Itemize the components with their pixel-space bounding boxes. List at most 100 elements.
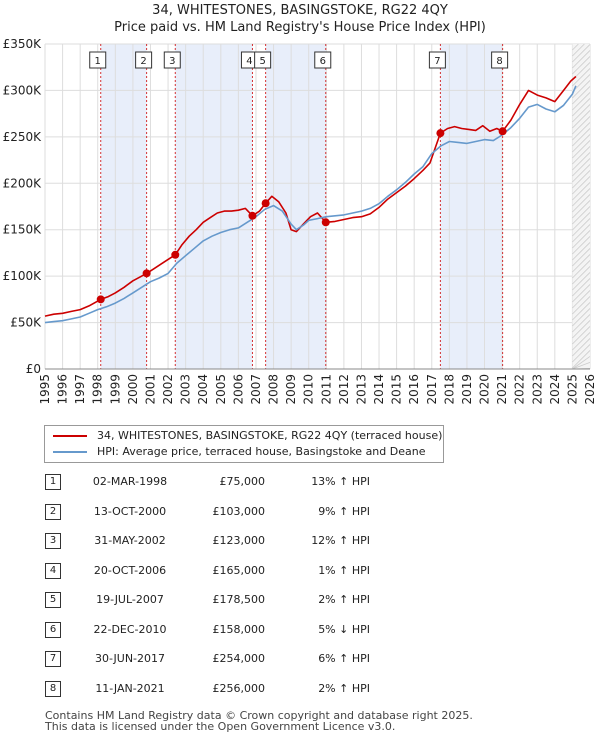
x-tick-label: 2020 — [478, 374, 492, 405]
hatch-line — [572, 218, 591, 237]
hatch-line — [572, 98, 591, 117]
table-row: 4 20-OCT-2006 £165,000 1% ↑ HPI — [0, 561, 600, 581]
x-tick-label: 2021 — [495, 374, 509, 405]
sale-date: 19-JUL-2007 — [96, 593, 164, 606]
sale-price: £103,000 — [212, 504, 266, 518]
footer-line1: Contains HM Land Registry data © Crown c… — [45, 709, 473, 722]
hatch-line — [572, 182, 591, 201]
sale-label-box-3 — [163, 51, 181, 69]
sale-label-1: 1 — [95, 56, 101, 67]
x-tick-label: 2014 — [372, 374, 386, 405]
x-tick-label: 1998 — [91, 374, 105, 405]
shaded-span-4 — [440, 44, 503, 369]
hatch-line — [572, 110, 591, 129]
x-tick-label: 2019 — [460, 374, 474, 405]
x-tick-label: 2006 — [231, 374, 245, 405]
hatch-line — [572, 308, 591, 327]
hatch-line — [572, 152, 591, 171]
sale-label-4: 4 — [246, 56, 252, 67]
hatch-line — [572, 194, 591, 213]
x-tick-label: 1995 — [38, 374, 52, 405]
hatch-line — [572, 230, 591, 249]
hatch-line — [572, 80, 591, 99]
x-tick-label: 2026 — [583, 374, 597, 405]
chart-title: 34, WHITESTONES, BASINGSTOKE, RG22 4QY P… — [0, 2, 600, 36]
footer: Contains HM Land Registry data © Crown c… — [45, 710, 473, 732]
sale-date: 31-MAY-2002 — [94, 534, 166, 547]
x-tick-label: 2003 — [179, 374, 193, 405]
hatch-line — [572, 248, 591, 267]
x-tick-label: 1999 — [108, 374, 122, 405]
sale-point-5 — [261, 199, 270, 208]
x-tick-label: 1997 — [73, 374, 87, 405]
chart-title-line1: 34, WHITESTONES, BASINGSTOKE, RG22 4QY — [152, 3, 448, 18]
hatch-line — [572, 134, 591, 153]
hatch-line — [572, 242, 591, 261]
table-row: 2 13-OCT-2000 £103,000 9% ↑ HPI — [0, 502, 600, 522]
sale-point-4 — [248, 211, 257, 220]
x-tick-label: 1996 — [56, 374, 70, 405]
hatch-line — [572, 326, 591, 345]
x-tick-label: 2001 — [143, 374, 157, 405]
shaded-spans — [45, 44, 590, 369]
hatch-line — [572, 92, 591, 111]
hatch-line — [572, 140, 591, 159]
x-tick-label: 2012 — [337, 374, 351, 405]
table-row: 6 22-DEC-2010 £158,000 5% ↓ HPI — [0, 620, 600, 640]
hatch-line — [572, 116, 591, 135]
sale-hpi-change: 6% ↑ HPI — [318, 652, 370, 665]
hatch-line — [572, 278, 591, 297]
hatch-line — [572, 272, 591, 291]
x-tick-label: 2024 — [548, 374, 562, 405]
hatch-line — [572, 188, 591, 207]
hatch-line — [572, 200, 591, 219]
sale-label-8: 8 — [496, 56, 502, 67]
x-tick-label: 2004 — [196, 374, 210, 405]
hatch-line — [572, 128, 591, 147]
sale-point-2 — [142, 269, 151, 278]
y-tick-label: £50K — [10, 316, 42, 330]
table-row: 7 30-JUN-2017 £254,000 6% ↑ HPI — [0, 649, 600, 669]
sale-hpi-change: 1% ↑ HPI — [318, 563, 370, 577]
footer-line2: This data is licensed under the Open Gov… — [45, 720, 396, 733]
hatch-line — [572, 164, 591, 183]
shaded-span-1 — [100, 44, 147, 369]
sale-number-badge: 2 — [45, 503, 61, 520]
sale-date: 02-MAR-1998 — [92, 475, 168, 488]
table-row: 1 02-MAR-1998 £75,000 13% ↑ HPI — [0, 472, 600, 492]
x-tick-label: 2015 — [390, 374, 404, 405]
x-tick-label: 2016 — [407, 374, 421, 405]
legend-swatch-property — [53, 435, 87, 437]
hatch-line — [572, 332, 591, 351]
sale-price: £158,000 — [212, 622, 266, 636]
sale-price: £254,000 — [212, 652, 266, 665]
hatch-line — [572, 224, 591, 243]
x-tick-label: 2011 — [319, 374, 333, 405]
x-tick-label: 2022 — [513, 374, 527, 405]
hatch-line — [572, 206, 591, 225]
sale-label-box-6 — [314, 51, 332, 69]
sale-date: 30-JUN-2017 — [94, 652, 166, 665]
sale-date: 13-OCT-2000 — [93, 504, 167, 518]
sale-date: 11-JAN-2021 — [95, 681, 165, 695]
legend-swatch-hpi — [53, 451, 87, 453]
sale-point-6 — [321, 218, 330, 227]
sale-number-badge: 1 — [45, 474, 61, 490]
hatch-line — [572, 338, 591, 357]
x-tick-label: 2010 — [302, 374, 316, 405]
legend-item-hpi: HPI: Average price, terraced house, Basi… — [53, 444, 425, 460]
sale-label-box-7 — [428, 51, 446, 69]
sale-point-7 — [436, 129, 445, 138]
sale-number-badge: 8 — [45, 680, 61, 697]
hatch-line — [572, 44, 591, 63]
legend-label-property: 34, WHITESTONES, BASINGSTOKE, RG22 4QY (… — [97, 429, 443, 442]
sale-number-badge: 5 — [45, 592, 61, 608]
x-tick-label: 2018 — [442, 374, 456, 405]
x-tick-label: 2000 — [126, 374, 140, 405]
legend: 34, WHITESTONES, BASINGSTOKE, RG22 4QY (… — [44, 425, 444, 463]
sale-number-badge: 7 — [45, 651, 61, 667]
hatch-line — [572, 236, 591, 255]
y-tick-label: £150K — [3, 223, 43, 237]
legend-item-property: 34, WHITESTONES, BASINGSTOKE, RG22 4QY (… — [53, 428, 442, 444]
